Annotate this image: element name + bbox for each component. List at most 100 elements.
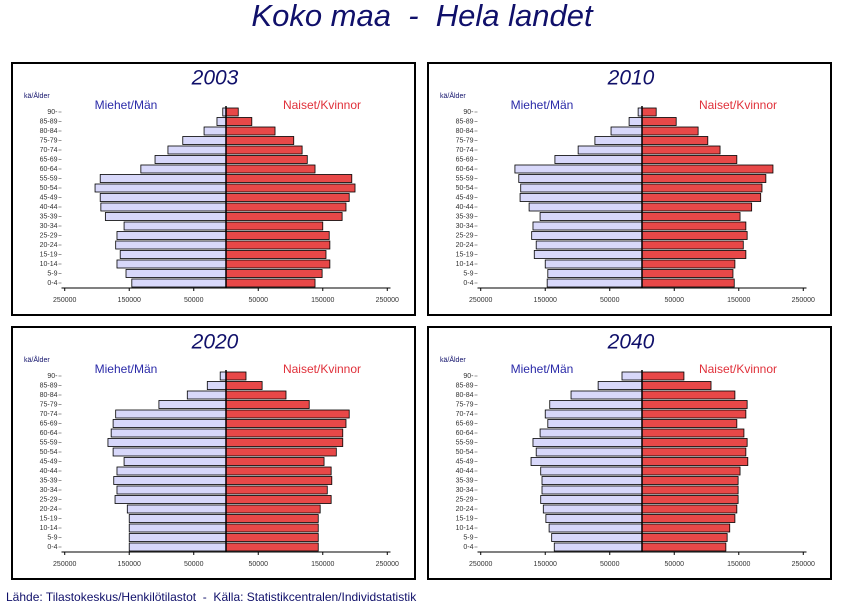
y-tick-label: 0-4 xyxy=(463,544,473,551)
bar xyxy=(641,240,744,250)
legend-female: Naiset/Kvinnor xyxy=(283,98,361,112)
panel-title: 2040 xyxy=(607,331,655,354)
bar xyxy=(551,533,643,542)
bar xyxy=(641,400,748,409)
bar xyxy=(533,250,643,259)
bar xyxy=(541,476,643,485)
y-tick-label: 60-64 xyxy=(40,166,58,173)
bar xyxy=(116,259,227,269)
bar xyxy=(628,117,643,126)
y-tick-label: 60-64 xyxy=(456,430,474,437)
x-tick-label: 150000 xyxy=(118,561,141,568)
y-tick-label: 15-19 xyxy=(456,515,474,522)
bar xyxy=(225,221,324,231)
x-tick-label: 150000 xyxy=(534,561,557,568)
bar xyxy=(225,400,310,409)
y-tick-label: 75-79 xyxy=(456,401,474,408)
bar xyxy=(203,126,227,136)
bar xyxy=(577,145,643,155)
panel-title: 2020 xyxy=(191,331,239,354)
y-tick-label: 20-24 xyxy=(456,506,474,513)
bar xyxy=(225,250,327,259)
bar xyxy=(547,269,643,278)
y-tick-label: 45-49 xyxy=(456,458,474,465)
bar xyxy=(125,269,227,278)
x-tick-label: 50000 xyxy=(249,561,269,568)
y-tick-label: 60-64 xyxy=(456,166,474,173)
bar xyxy=(641,466,741,476)
y-tick-label: 60-64 xyxy=(40,430,58,437)
bar xyxy=(225,183,356,193)
bar xyxy=(225,409,350,419)
x-tick-label: 150000 xyxy=(311,561,334,568)
main-title: Koko maa - Hela landet xyxy=(251,0,594,33)
x-tick-label: 250000 xyxy=(376,297,399,304)
legend-male: Miehet/Män xyxy=(95,98,158,112)
y-tick-label: 15-19 xyxy=(40,251,58,258)
y-tick-label: 30-34 xyxy=(40,223,58,230)
bar xyxy=(225,390,287,400)
bar xyxy=(539,212,643,221)
bar xyxy=(546,278,643,288)
x-tick-label: 150000 xyxy=(727,561,750,568)
bar xyxy=(641,428,745,438)
y-tick-label: 0-4 xyxy=(47,280,57,287)
bar xyxy=(216,117,227,126)
bar xyxy=(548,523,643,533)
bar xyxy=(641,278,735,288)
bar xyxy=(99,174,227,183)
bar xyxy=(544,259,643,269)
y-axis-label: kä/Ålder xyxy=(24,91,50,100)
y-tick-label: 85-89 xyxy=(40,382,58,389)
bar xyxy=(641,155,738,164)
y-tick-label: 25-29 xyxy=(456,496,474,503)
bar xyxy=(641,533,728,542)
bar xyxy=(641,269,734,278)
y-tick-label: 85-89 xyxy=(456,382,474,389)
bar xyxy=(641,542,727,552)
bar xyxy=(531,231,643,240)
panel-frame xyxy=(11,62,416,316)
bar xyxy=(641,221,747,231)
bar xyxy=(100,202,227,212)
bar xyxy=(225,381,263,390)
bar xyxy=(225,212,343,221)
bar xyxy=(641,457,749,466)
y-tick-label: 45-49 xyxy=(40,458,58,465)
legend-female: Naiset/Kvinnor xyxy=(699,98,777,112)
bar xyxy=(116,466,227,476)
y-tick-label: 10-14 xyxy=(456,261,474,268)
bar xyxy=(107,438,227,447)
x-tick-label: 250000 xyxy=(792,297,815,304)
bar xyxy=(641,504,738,514)
bar xyxy=(641,485,739,495)
bar xyxy=(519,193,643,202)
y-tick-label: 30-34 xyxy=(456,487,474,494)
bar xyxy=(641,409,747,419)
bar xyxy=(621,371,643,381)
bar xyxy=(544,409,643,419)
bar xyxy=(641,164,774,174)
bar xyxy=(126,504,227,514)
bar xyxy=(225,466,332,476)
y-tick-label: 75-79 xyxy=(456,137,474,144)
y-tick-label: 50-54 xyxy=(40,185,58,192)
y-tick-label: 80-84 xyxy=(456,128,474,135)
x-tick-label: 50000 xyxy=(600,561,620,568)
y-tick-label: 5-9 xyxy=(47,534,57,541)
bar xyxy=(514,164,643,174)
bar xyxy=(225,155,308,164)
y-tick-label: 80-84 xyxy=(456,392,474,399)
bar xyxy=(225,126,276,136)
y-tick-label: 75-79 xyxy=(40,137,58,144)
y-tick-label: 0-4 xyxy=(47,544,57,551)
x-tick-label: 250000 xyxy=(376,561,399,568)
bar xyxy=(225,428,344,438)
bar xyxy=(225,495,332,504)
bar xyxy=(553,542,643,552)
bar xyxy=(225,457,325,466)
y-tick-label: 40-44 xyxy=(40,204,58,211)
y-tick-label: 55-59 xyxy=(456,439,474,446)
